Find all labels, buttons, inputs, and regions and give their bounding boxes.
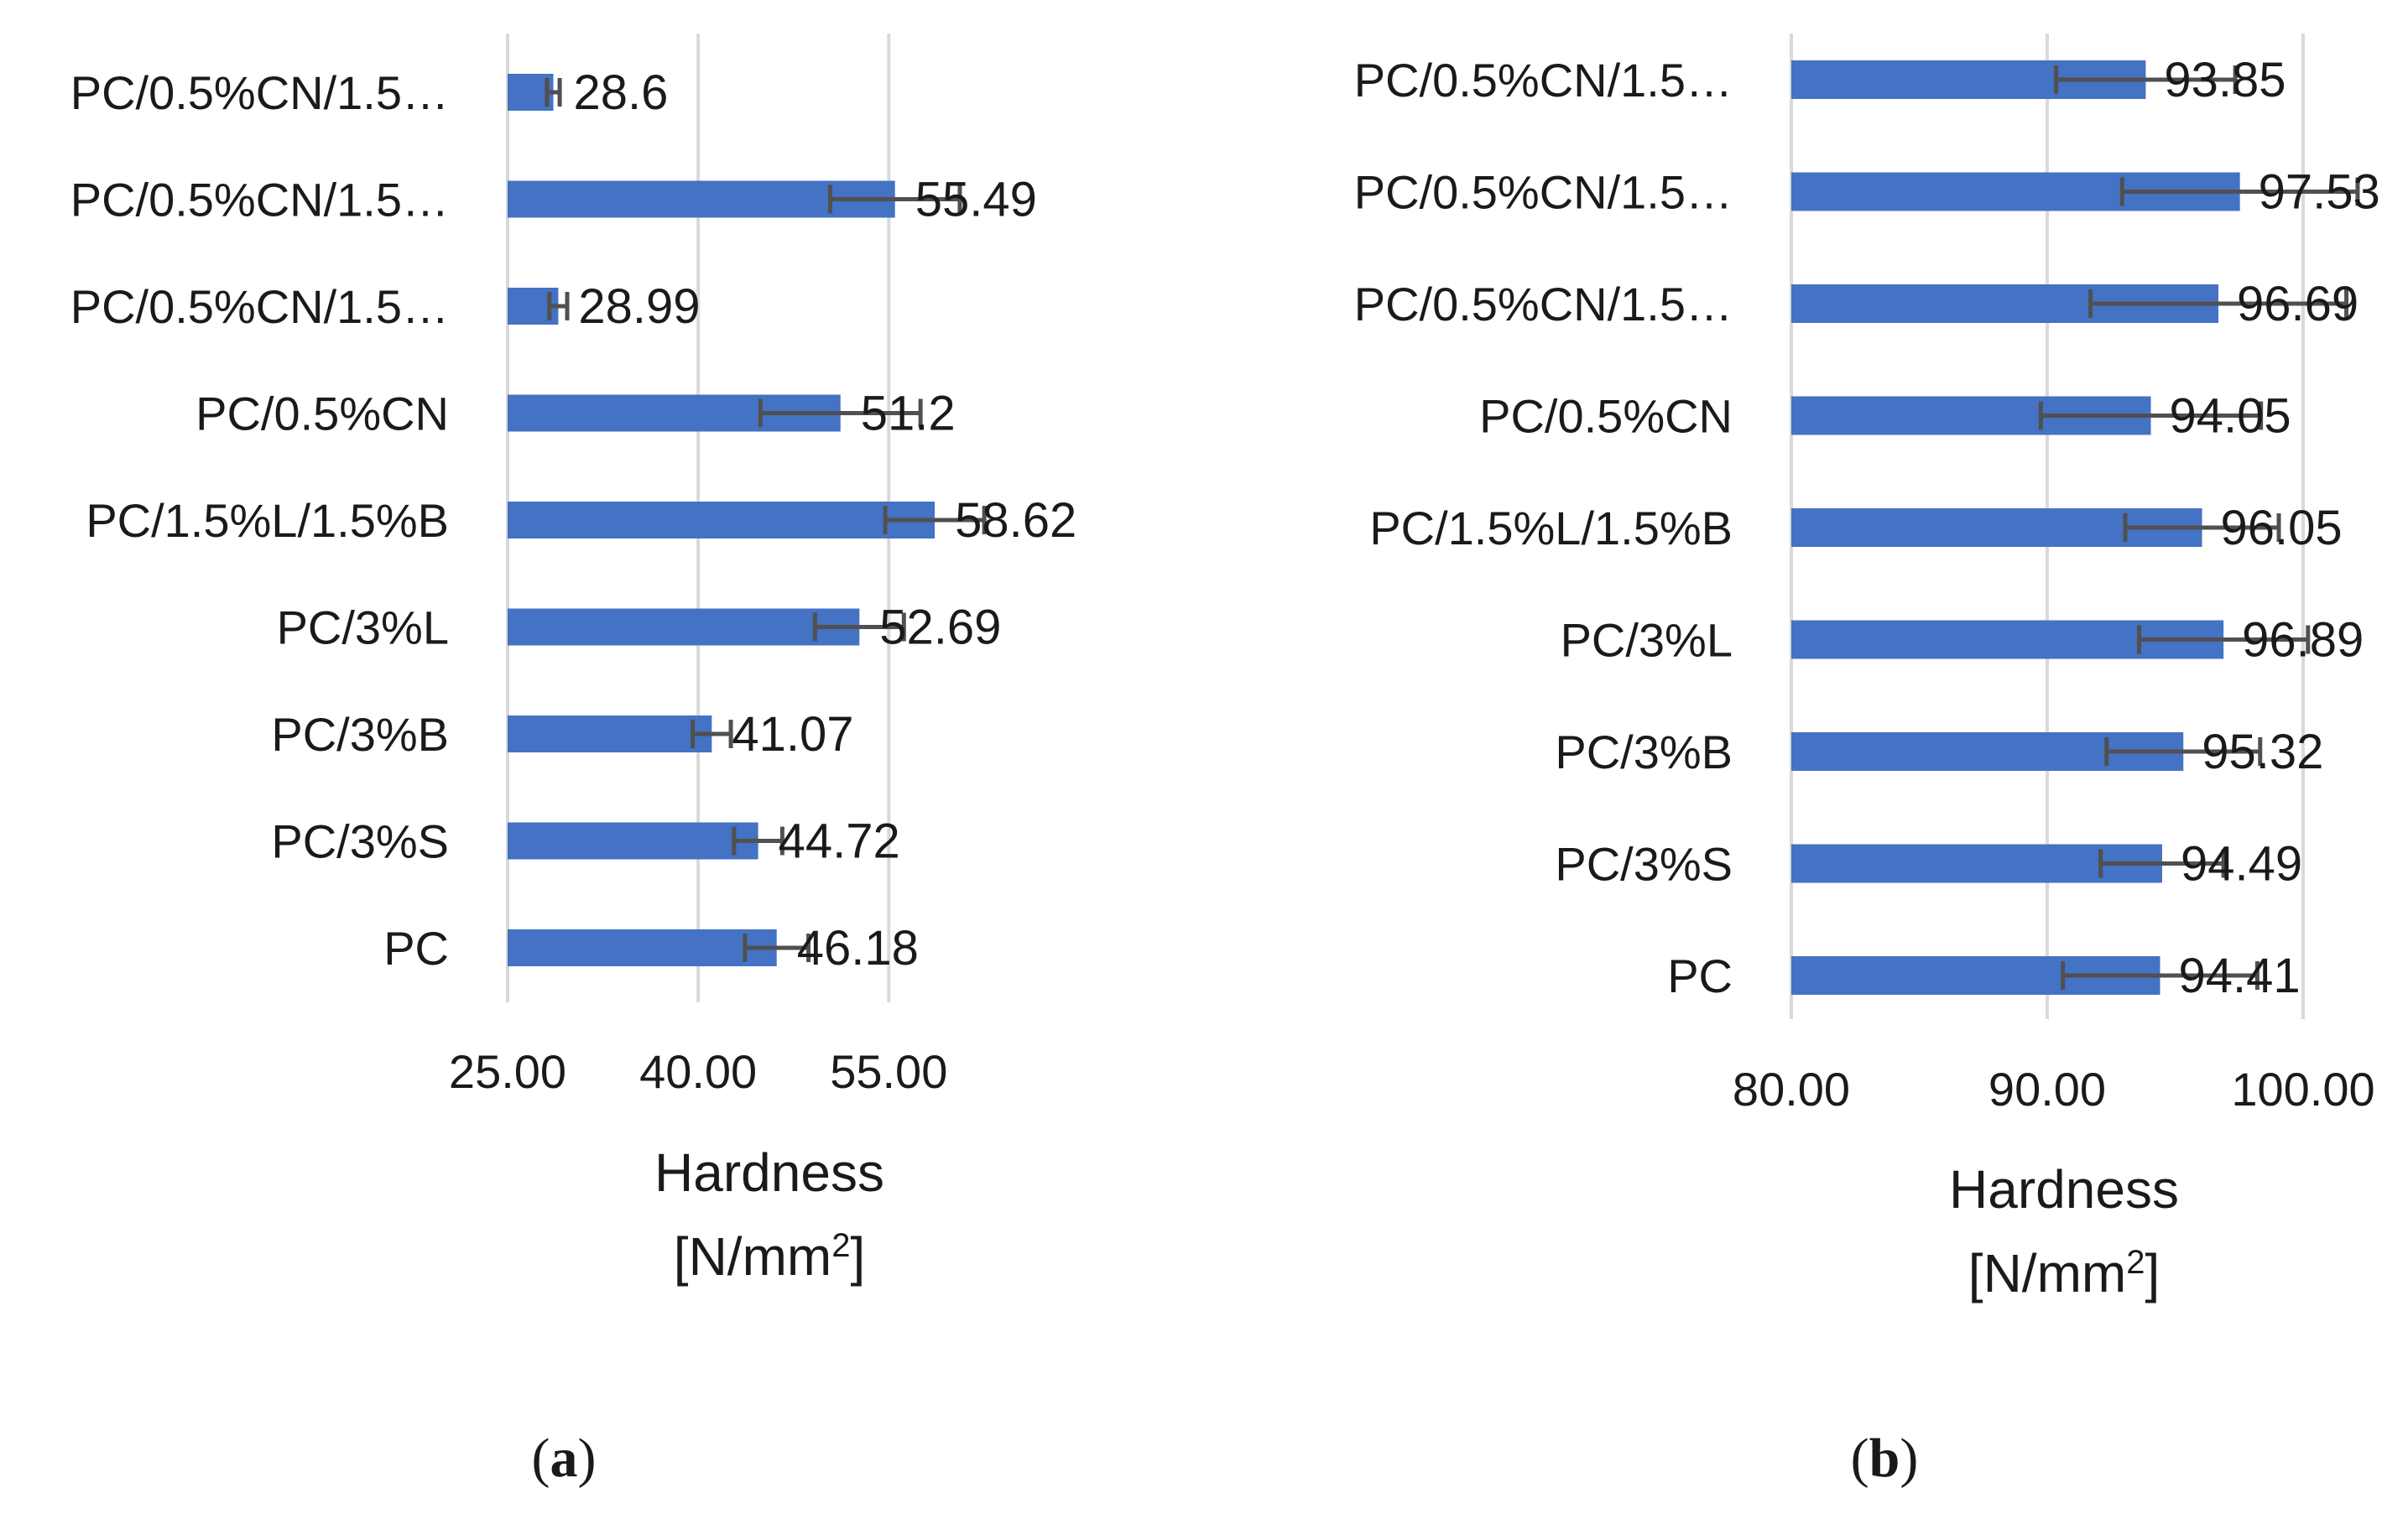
- category-label: PC/3%L: [1561, 614, 1733, 667]
- value-label: 28.6: [574, 65, 669, 120]
- panel-letter: a: [550, 1428, 578, 1489]
- unit-text: [N/mm: [1968, 1243, 2126, 1303]
- x-tick-label: 55.00: [830, 1045, 947, 1098]
- category-label: PC/0.5%CN/1.5…: [1354, 278, 1733, 330]
- category-label: PC/0.5%CN/1.5…: [1354, 54, 1733, 107]
- unit-superscript: 2: [2126, 1244, 2145, 1281]
- category-label: PC/1.5%L/1.5%B: [86, 494, 449, 547]
- bar: [508, 608, 860, 646]
- panel-letter: b: [1869, 1428, 1900, 1489]
- value-label: 93.85: [2164, 53, 2286, 107]
- category-label: PC/0.5%CN/1.5…: [70, 66, 449, 119]
- x-tick-label: 80.00: [1733, 1063, 1850, 1116]
- bar: [508, 502, 936, 538]
- x-tick-label: 100.00: [2231, 1063, 2374, 1116]
- category-label: PC/3%S: [1555, 838, 1733, 891]
- value-label: 96.89: [2242, 613, 2364, 668]
- value-label: 55.49: [915, 173, 1037, 227]
- category-label: PC/1.5%L/1.5%B: [1369, 502, 1733, 554]
- x-tick-label: 40.00: [639, 1045, 757, 1098]
- value-label: 94.49: [2181, 837, 2302, 892]
- category-label: PC/3%S: [271, 815, 449, 868]
- unit-close: ]: [850, 1226, 865, 1287]
- value-label: 94.05: [2170, 389, 2291, 444]
- value-label: 46.18: [797, 921, 919, 976]
- category-label: PC/0.5%CN/1.5…: [1354, 166, 1733, 219]
- bar: [508, 929, 777, 966]
- value-label: 94.41: [2179, 949, 2301, 1003]
- value-label: 96.69: [2237, 277, 2358, 331]
- value-label: 58.62: [955, 493, 1076, 548]
- value-label: 51.2: [861, 387, 956, 441]
- x-axis-unit: [N/mm2]: [1968, 1243, 2160, 1303]
- category-label: PC/3%B: [1555, 726, 1733, 778]
- chart-panel-b: 93.85 PC/0.5%CN/1.5… 97.53 PC/0.5%CN/1.5… 96…: [1354, 34, 2380, 1489]
- unit-text: [N/mm: [674, 1226, 831, 1287]
- category-label: PC: [1667, 950, 1733, 1002]
- unit-superscript: 2: [831, 1227, 850, 1264]
- chart-panel-a: 28.6 PC/0.5%CN/1.5… 55.49 PC/0.5%CN/1.5… 28.…: [70, 34, 1076, 1489]
- x-axis-title: Hardness: [1949, 1159, 2179, 1220]
- category-label: PC/0.5%CN: [1479, 390, 1733, 443]
- value-label: 52.69: [879, 601, 1001, 655]
- category-label: PC/3%L: [277, 601, 449, 654]
- value-label: 97.53: [2259, 165, 2380, 220]
- category-label: PC/0.5%CN: [195, 388, 449, 440]
- x-tick-label: 90.00: [1988, 1063, 2106, 1116]
- x-tick-label: 25.00: [449, 1045, 566, 1098]
- category-label: PC/3%B: [271, 708, 449, 761]
- panel-label: (a): [532, 1428, 597, 1489]
- value-label: 41.07: [732, 707, 853, 762]
- category-label: PC/0.5%CN/1.5…: [70, 174, 449, 226]
- value-label: 96.05: [2221, 501, 2343, 555]
- value-label: 95.32: [2202, 725, 2323, 779]
- category-label: PC: [383, 922, 449, 975]
- bar: [508, 822, 758, 860]
- value-label: 28.99: [578, 279, 700, 334]
- value-label: 44.72: [779, 814, 900, 869]
- x-axis-unit: [N/mm2]: [674, 1226, 865, 1287]
- bar: [508, 715, 712, 752]
- x-axis-title: Hardness: [654, 1142, 884, 1203]
- unit-close: ]: [2145, 1243, 2160, 1303]
- panel-label: (b): [1851, 1428, 1919, 1489]
- category-label: PC/0.5%CN/1.5…: [70, 280, 449, 333]
